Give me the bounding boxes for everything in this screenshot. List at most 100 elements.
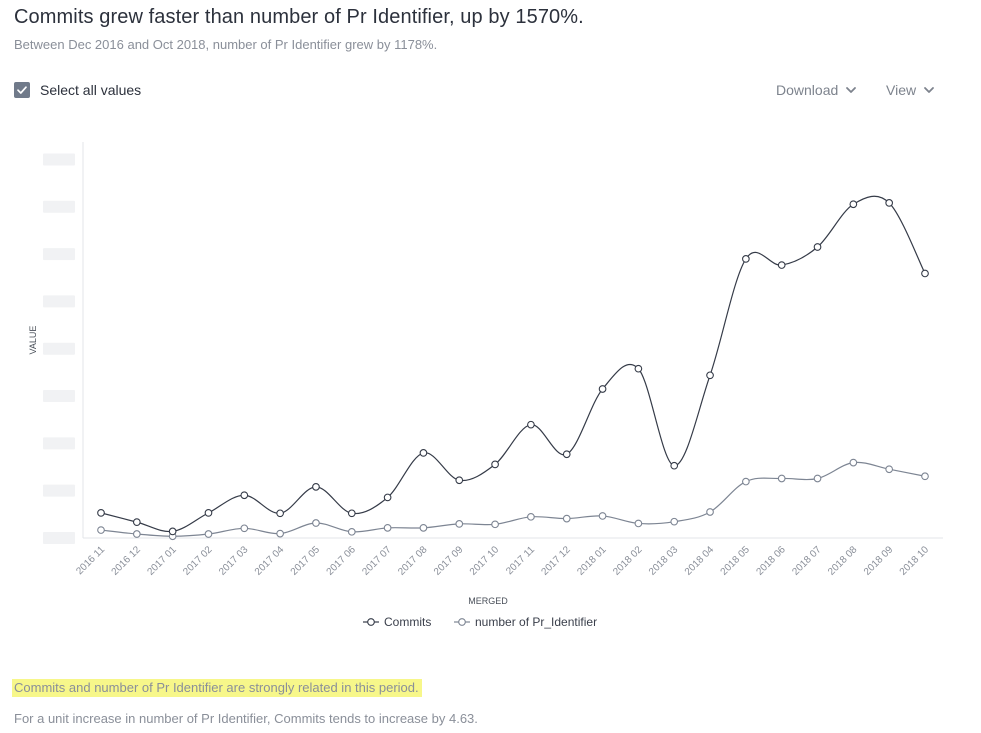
data-point-number-of-pr-identifier <box>97 526 105 534</box>
y-tick-placeholder <box>43 342 75 355</box>
y-tick-placeholder <box>43 532 75 544</box>
data-point-commits <box>240 491 249 500</box>
data-point-number-of-pr-identifier <box>706 508 714 516</box>
data-point-commits <box>383 493 392 502</box>
view-menu[interactable]: View <box>886 82 935 98</box>
data-point-number-of-pr-identifier <box>383 524 392 532</box>
x-tick-label: 2017 03 <box>217 544 251 578</box>
y-tick-placeholder <box>43 484 75 497</box>
x-tick-label: 2017 07 <box>360 544 394 578</box>
data-point-commits <box>97 509 105 517</box>
x-tick-label: 2018 01 <box>575 544 609 578</box>
data-point-commits <box>204 509 213 517</box>
x-tick-label: 2017 02 <box>181 544 215 578</box>
select-all-checkbox[interactable] <box>14 82 30 98</box>
legend-label: number of Pr_Identifier <box>475 615 597 629</box>
x-tick-label: 2017 11 <box>504 544 537 577</box>
download-menu-label: Download <box>776 82 839 98</box>
y-tick-placeholder <box>43 248 75 261</box>
data-point-number-of-pr-identifier <box>742 477 750 486</box>
data-point-number-of-pr-identifier <box>276 529 284 538</box>
data-point-commits <box>598 385 607 393</box>
x-tick-label: 2018 07 <box>790 544 824 578</box>
data-point-commits <box>562 450 571 459</box>
y-axis-title: VALUE <box>28 326 38 355</box>
x-tick-label: 2018 08 <box>826 544 860 578</box>
x-tick-label: 2018 09 <box>862 544 896 578</box>
data-point-commits <box>312 483 320 491</box>
x-tick-label: 2018 04 <box>683 544 717 578</box>
data-point-number-of-pr-identifier <box>598 512 607 520</box>
x-tick-label: 2017 09 <box>432 544 466 578</box>
data-point-number-of-pr-identifier <box>921 472 929 481</box>
data-point-number-of-pr-identifier <box>491 520 499 529</box>
line-chart: 2016 11 2016 12 2017 01 2017 02 2017 03 2017 … <box>28 142 943 629</box>
x-tick-label: 2017 10 <box>468 544 502 578</box>
x-tick-label: 2017 12 <box>540 544 574 578</box>
series-line-number-of-pr-identifier <box>100 461 926 537</box>
select-all-values-toggle[interactable]: Select all values <box>14 82 141 98</box>
x-tick-label: 2017 01 <box>145 544 179 578</box>
x-tick-label: 2018 06 <box>754 544 788 578</box>
data-point-number-of-pr-identifier <box>240 524 249 533</box>
y-tick-placeholder <box>43 437 75 450</box>
data-point-commits <box>849 200 858 209</box>
data-point-commits <box>276 509 284 518</box>
y-tick-placeholder <box>43 200 75 213</box>
x-tick-label: 2017 04 <box>253 544 287 578</box>
page-subtitle: Between Dec 2016 and Oct 2018, number of… <box>14 37 438 52</box>
x-tick-label: 2018 10 <box>898 544 932 578</box>
data-point-commits <box>419 449 428 457</box>
data-point-number-of-pr-identifier <box>777 474 786 483</box>
x-tick-label: 2017 05 <box>289 544 323 578</box>
insight-relation: Commits and number of Pr Identifier are … <box>12 679 422 697</box>
chevron-down-icon <box>924 87 934 93</box>
data-point-number-of-pr-identifier <box>562 514 571 523</box>
data-point-commits <box>455 476 464 485</box>
data-point-commits <box>706 371 714 380</box>
data-point-number-of-pr-identifier <box>455 520 464 528</box>
data-point-number-of-pr-identifier <box>312 519 320 527</box>
data-point-commits <box>132 518 141 526</box>
y-tick-placeholder <box>43 295 75 308</box>
y-tick-placeholder <box>43 390 75 403</box>
legend-marker <box>458 618 466 626</box>
legend-item-number-of-pr-identifier: number of Pr_Identifier <box>454 615 597 629</box>
download-menu[interactable]: Download <box>776 82 857 98</box>
data-point-number-of-pr-identifier <box>347 527 356 536</box>
data-point-number-of-pr-identifier <box>885 465 894 474</box>
x-tick-label: 2017 06 <box>325 544 359 578</box>
page-title: Commits grew faster than number of Pr Id… <box>14 6 584 28</box>
y-tick-placeholder <box>43 153 75 166</box>
data-point-number-of-pr-identifier <box>849 458 858 467</box>
data-point-commits <box>921 269 929 278</box>
data-point-number-of-pr-identifier <box>132 530 141 538</box>
series-line-commits <box>100 195 926 533</box>
data-point-commits <box>670 461 679 470</box>
data-point-commits <box>885 199 894 207</box>
data-point-commits <box>491 460 499 469</box>
check-icon <box>17 86 27 94</box>
data-point-number-of-pr-identifier <box>813 474 822 483</box>
data-point-number-of-pr-identifier <box>527 512 535 521</box>
x-tick-label: 2017 08 <box>396 544 430 578</box>
legend-marker <box>367 618 375 626</box>
data-point-number-of-pr-identifier <box>670 517 679 526</box>
insight-regression: For a unit increase in number of Pr Iden… <box>14 711 478 726</box>
data-point-commits <box>634 364 643 373</box>
legend-label: Commits <box>384 615 431 629</box>
x-axis-title: MERGED <box>468 596 508 606</box>
legend-item-commits: Commits <box>363 615 431 629</box>
view-menu-label: View <box>886 82 917 98</box>
x-tick-label: 2016 12 <box>110 544 144 578</box>
data-point-commits <box>347 509 356 518</box>
select-all-label: Select all values <box>40 82 142 98</box>
data-point-commits <box>777 261 786 269</box>
data-point-number-of-pr-identifier <box>419 524 428 532</box>
x-tick-label: 2018 02 <box>611 544 645 578</box>
data-point-commits <box>813 243 822 251</box>
x-tick-label: 2016 11 <box>74 544 107 577</box>
data-point-commits <box>527 420 535 429</box>
data-point-number-of-pr-identifier <box>634 519 643 528</box>
